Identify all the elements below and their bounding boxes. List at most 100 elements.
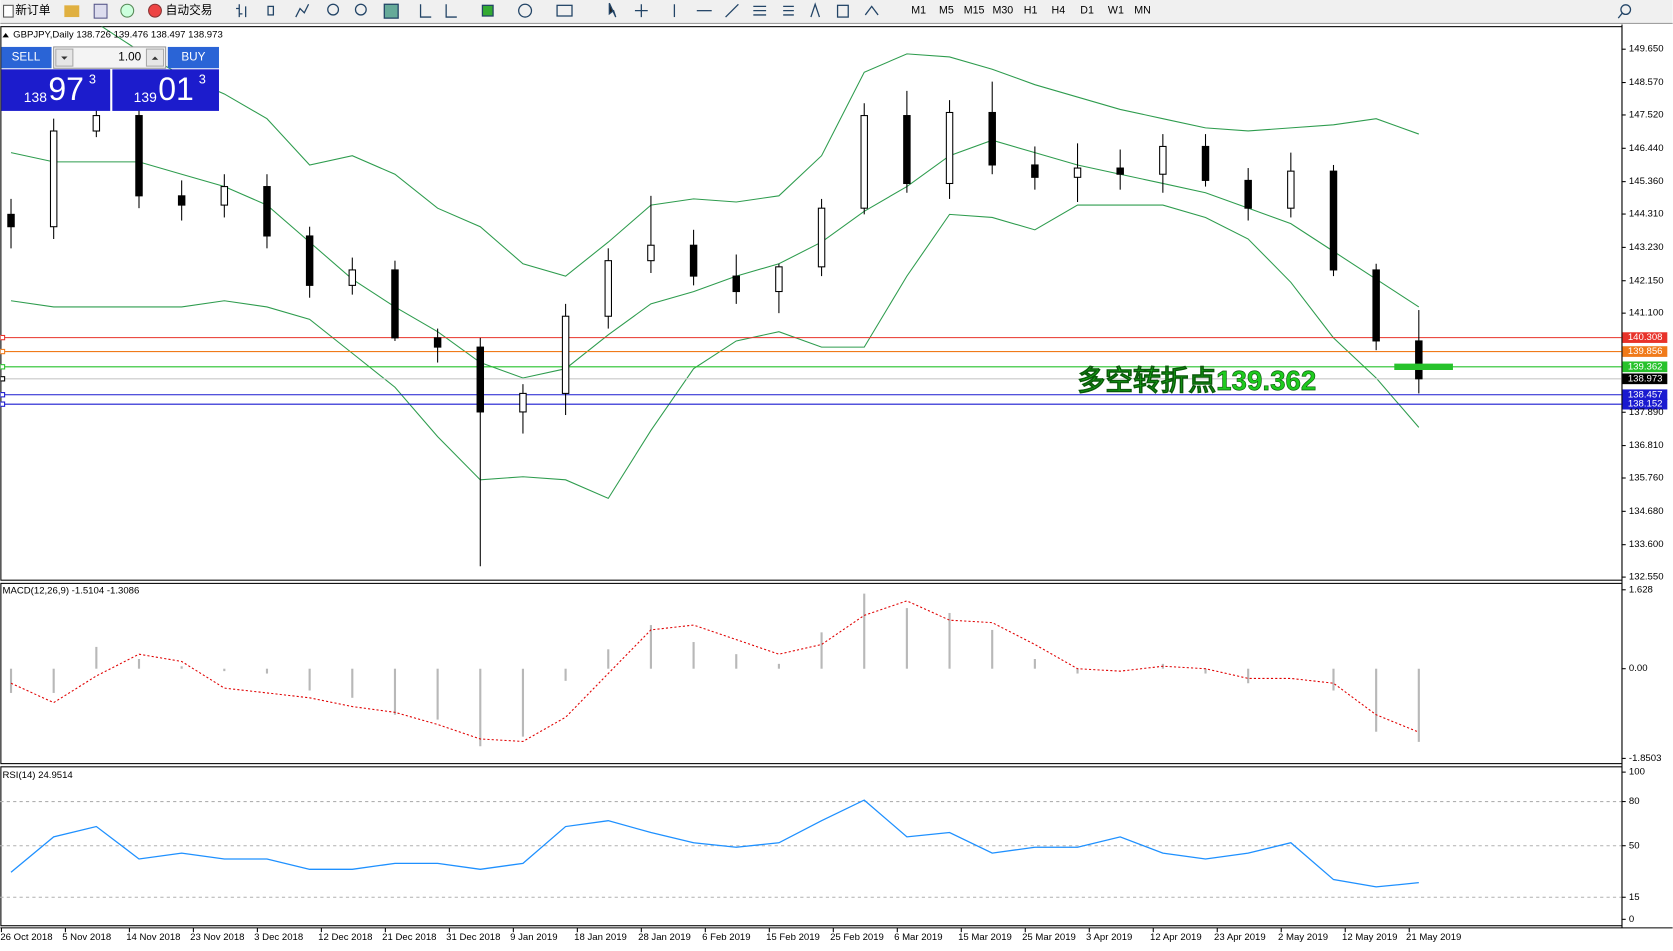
buy-button[interactable]	[167, 46, 219, 69]
candle-body	[391, 269, 399, 339]
auto-trading-button[interactable]: 自动交易	[166, 3, 213, 17]
timeframe-button[interactable]: M1	[911, 4, 926, 16]
sell-price-box[interactable]	[1, 69, 111, 111]
search-icon[interactable]	[1620, 4, 1632, 16]
templates-icon[interactable]	[556, 4, 573, 17]
timeframe-button[interactable]: M5	[939, 4, 954, 16]
text-icon[interactable]	[810, 2, 821, 18]
candle-body	[1116, 167, 1124, 175]
lot-value[interactable]: 1.00	[118, 51, 141, 64]
timeframe-button[interactable]: M15	[964, 4, 985, 16]
timeframe-button[interactable]: H1	[1024, 4, 1038, 16]
sell-price-pips: 97	[48, 71, 84, 107]
history-icon[interactable]	[64, 5, 80, 18]
candle-body	[177, 195, 186, 206]
buy-price-fraction: 3	[199, 71, 206, 86]
toolbar-bg	[0, 0, 1673, 24]
bollinger-lower	[10, 204, 1420, 500]
buy-price-box[interactable]	[112, 69, 219, 111]
candle-body	[92, 115, 101, 132]
title-arrow	[2, 33, 9, 38]
new-order-button[interactable]: 新订单	[15, 3, 50, 17]
y-tick-label: 143.230	[1629, 242, 1664, 253]
timeframe-button[interactable]: D1	[1080, 4, 1094, 16]
buy-label[interactable]: BUY	[181, 51, 205, 64]
x-tick-label: 12 May 2019	[1342, 932, 1397, 943]
candle-body	[433, 337, 442, 348]
tile-icon[interactable]	[383, 3, 399, 19]
level-label-bg	[1622, 361, 1668, 373]
level-label-bg	[1622, 346, 1668, 357]
y-tick-label: 148.570	[1629, 77, 1664, 88]
indicators-icon[interactable]	[481, 4, 494, 17]
y-tick-label: 134.680	[1629, 506, 1664, 517]
x-tick-label: 5 Nov 2018	[62, 932, 111, 943]
candle-body	[1244, 179, 1252, 209]
candle-chart-icon[interactable]	[267, 5, 275, 16]
signals-icon[interactable]	[120, 3, 135, 18]
zoom-in-icon[interactable]	[327, 3, 340, 16]
level-handle	[0, 348, 6, 355]
crosshair-icon[interactable]	[634, 4, 648, 18]
x-tick-label: 2 May 2019	[1278, 932, 1328, 943]
x-tick-label: 26 Oct 2018	[0, 932, 52, 943]
zoom-out-icon[interactable]	[354, 3, 367, 16]
terminal-icon[interactable]	[93, 3, 108, 19]
level-handle	[0, 376, 6, 382]
bar-chart-icon[interactable]	[236, 4, 247, 18]
y-tick-label: 146.440	[1629, 143, 1664, 154]
x-tick-label: 12 Dec 2018	[318, 932, 372, 943]
x-tick-label: 15 Feb 2019	[766, 932, 820, 943]
search-icon-handle[interactable]	[1617, 12, 1624, 19]
y-tick-label: 50	[1629, 840, 1640, 851]
timeframe-button[interactable]: M30	[993, 4, 1014, 16]
candle-body	[1031, 164, 1039, 178]
candle-body	[860, 115, 868, 209]
auto-trading-icon[interactable]	[148, 3, 162, 18]
periods-icon[interactable]	[518, 3, 533, 18]
channel-icon[interactable]	[753, 5, 767, 16]
candle-body	[1329, 170, 1338, 271]
x-tick-label: 25 Feb 2019	[830, 932, 884, 943]
sell-button[interactable]	[1, 46, 52, 69]
y-tick-label: 0	[1629, 914, 1634, 925]
line-chart-icon[interactable]	[295, 3, 310, 18]
x-tick-label: 25 Mar 2019	[1022, 932, 1076, 943]
candle-body	[263, 186, 271, 237]
sell-label[interactable]: SELL	[12, 51, 41, 64]
bollinger-upper	[101, 26, 1419, 277]
fibo-icon[interactable]	[783, 5, 794, 16]
timeframe-button[interactable]: MN	[1134, 4, 1151, 16]
cursor-icon[interactable]	[608, 2, 617, 18]
y-tick-label: 142.150	[1629, 275, 1664, 286]
annotation: 多空转折点139.362	[1078, 365, 1317, 396]
lot-box[interactable]	[53, 46, 167, 69]
arrows-icon[interactable]	[864, 5, 879, 16]
x-tick-label: 23 Nov 2018	[190, 932, 244, 943]
level-label-bg	[1622, 332, 1668, 343]
shift-icon[interactable]	[445, 4, 457, 18]
x-tick-label: 28 Jan 2019	[638, 932, 691, 943]
x-tick-label: 3 Apr 2019	[1086, 932, 1132, 943]
level-label-bg	[1622, 373, 1668, 385]
candle-body	[1073, 167, 1082, 178]
new-order-icon[interactable]	[3, 4, 14, 18]
autoscroll-icon[interactable]	[419, 4, 432, 18]
lot-up-arrow	[151, 56, 159, 60]
x-tick-label: 21 Dec 2018	[382, 932, 436, 943]
label-icon[interactable]	[836, 4, 849, 18]
candle-body	[49, 130, 58, 228]
candle-body	[519, 392, 527, 413]
level-label: 140.308	[1628, 332, 1663, 343]
x-tick-label: 3 Dec 2018	[254, 932, 303, 943]
candle-body	[135, 115, 143, 197]
indicator-title: RSI(14) 24.9514	[2, 770, 73, 781]
trendline-icon[interactable]	[725, 3, 739, 18]
candle-body	[305, 235, 314, 286]
timeframe-button[interactable]: W1	[1108, 4, 1124, 16]
timeframe-button[interactable]: H4	[1052, 4, 1066, 16]
y-tick-label: 144.310	[1629, 209, 1664, 220]
timeframe-bar: M1 M5 M15 M30 H1 H4 D1 W1 MN	[911, 4, 1151, 16]
level-label-bg	[1622, 389, 1668, 401]
candle-body	[732, 275, 740, 293]
